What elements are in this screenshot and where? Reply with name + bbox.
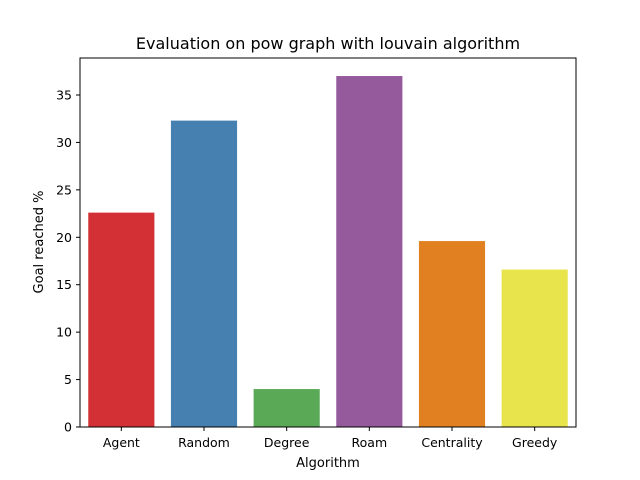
x-tick-label-roam: Roam [352,435,388,450]
y-tick-label-0: 0 [64,420,72,435]
y-tick-label-15: 15 [56,277,72,292]
y-tick-label-20: 20 [56,230,72,245]
axes-frame [79,57,577,428]
bar-degree [253,389,320,427]
y-tick-label-30: 30 [56,135,72,150]
y-axis-label: Goal reached % [32,191,47,294]
y-tick-label-10: 10 [56,325,72,340]
bar-centrality [418,241,486,427]
bar-agent [88,212,155,427]
x-tick-label-centrality: Centrality [421,435,483,450]
bar-random [170,120,238,427]
x-tick-label-greedy: Greedy [512,435,558,450]
x-tick-label-agent: Agent [103,435,140,450]
bar-roam [336,76,403,428]
bar-greedy [501,269,568,427]
x-tick-label-random: Random [178,435,230,450]
x-tick-label-degree: Degree [264,435,310,450]
y-tick-label-25: 25 [56,182,72,197]
y-tick-label-5: 5 [64,372,72,387]
x-axis-label: Algorithm [296,456,360,471]
y-tick-label-35: 35 [56,87,72,102]
chart-title: Evaluation on pow graph with louvain alg… [136,34,520,53]
plot-area: 0 5 10 15 20 25 30 35 Agent Random Degree Roam Centr… [56,57,577,450]
